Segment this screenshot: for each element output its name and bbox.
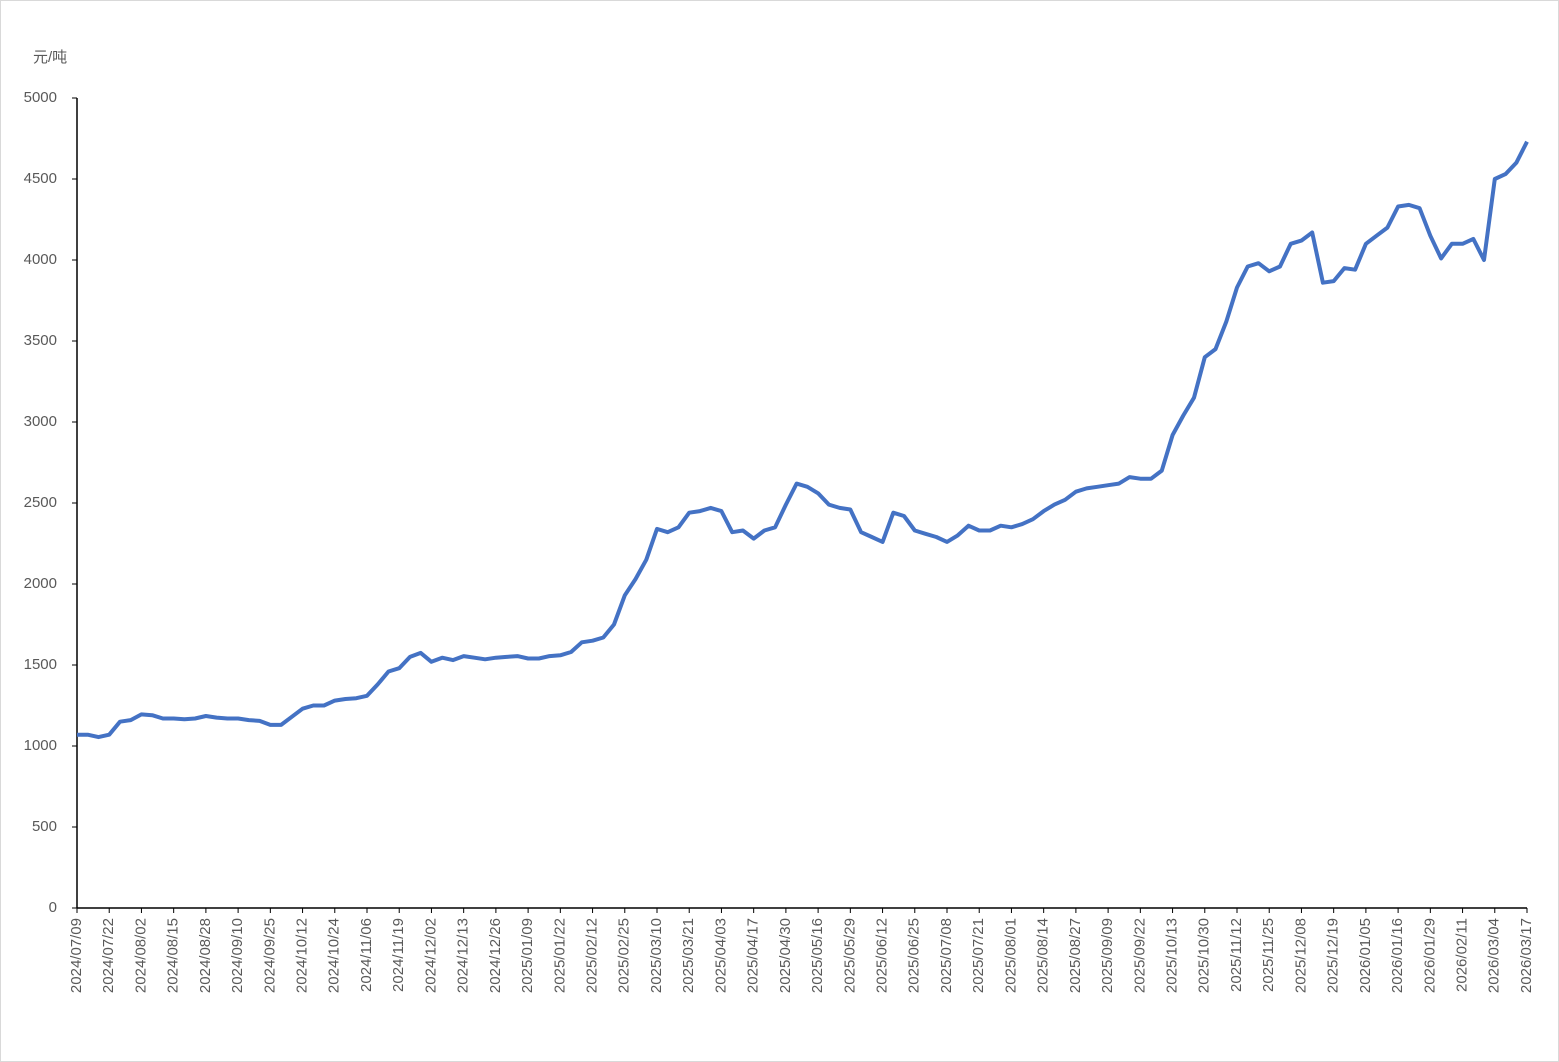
y-tick-label: 2000: [24, 575, 57, 592]
x-tick-label: 2026/01/16: [1389, 918, 1406, 993]
x-tick-label: 2025/04/17: [745, 918, 762, 993]
x-tick-label: 2025/08/27: [1067, 918, 1084, 993]
y-axis-label: 元/吨: [33, 49, 67, 66]
x-tick-label: 2024/12/26: [487, 918, 504, 993]
x-tick-label: 2025/05/29: [841, 918, 858, 993]
y-tick-label: 0: [49, 899, 57, 916]
x-tick-label: 2024/07/22: [100, 918, 117, 993]
x-tick-label: 2025/03/10: [648, 918, 665, 993]
x-tick-label: 2025/11/12: [1228, 918, 1245, 992]
x-tick-label: 2024/08/15: [165, 918, 182, 993]
x-tick-label: 2025/09/09: [1099, 918, 1116, 993]
x-tick-label: 2024/07/09: [68, 918, 85, 993]
x-tick-label: 2025/12/19: [1325, 918, 1342, 993]
x-tick-label: 2024/08/28: [197, 918, 214, 993]
x-tick-label: 2025/04/30: [777, 918, 794, 993]
y-tick-label: 1000: [24, 737, 57, 754]
x-tick-label: 2026/03/17: [1518, 918, 1535, 993]
x-tick-label: 2025/08/01: [1002, 918, 1019, 993]
x-tick-label: 2025/04/03: [712, 918, 729, 993]
y-tick-label: 3500: [24, 332, 57, 349]
x-tick-label: 2025/07/08: [938, 918, 955, 993]
line-series: [77, 140, 1529, 740]
y-tick-label: 2500: [24, 494, 57, 511]
x-tick-label: 2025/06/12: [874, 918, 891, 993]
x-tick-label: 2024/11/19: [390, 918, 407, 992]
x-tick-label: 2025/01/22: [551, 918, 568, 993]
x-tick-label: 2026/02/11: [1454, 918, 1471, 992]
x-tick-label: 2024/09/10: [229, 918, 246, 993]
x-tick-label: 2025/03/21: [680, 918, 697, 993]
y-tick-label: 1500: [24, 656, 57, 673]
x-tick-label: 2025/09/22: [1131, 918, 1148, 993]
y-tick-label: 3000: [24, 413, 57, 430]
x-tick-label: 2024/10/12: [294, 918, 311, 993]
x-tick-label: 2025/10/30: [1196, 918, 1213, 993]
x-tick-label: 2025/05/16: [809, 918, 826, 993]
x-tick-label: 2026/01/29: [1421, 918, 1438, 993]
x-tick-label: 2025/10/13: [1164, 918, 1181, 993]
x-tick-label: 2025/12/08: [1292, 918, 1309, 993]
y-tick-label: 5000: [24, 89, 57, 106]
x-tick-label: 2024/10/24: [326, 918, 343, 993]
y-tick-label: 4500: [24, 170, 57, 187]
x-tick-label: 2024/12/13: [455, 918, 472, 993]
x-tick-label: 2025/01/09: [519, 918, 536, 993]
x-tick-label: 2025/07/21: [970, 918, 987, 993]
x-tick-label: 2024/12/02: [422, 918, 439, 993]
y-tick-label: 500: [32, 818, 57, 835]
x-tick-label: 2025/02/12: [584, 918, 601, 993]
x-tick-label: 2025/02/25: [616, 918, 633, 993]
x-tick-label: 2024/09/25: [261, 918, 278, 993]
x-tick-label: 2024/11/06: [358, 918, 375, 992]
x-tick-label: 2025/08/14: [1035, 918, 1052, 993]
x-tick-label: 2026/01/05: [1357, 918, 1374, 993]
x-tick-label: 2025/06/25: [906, 918, 923, 993]
x-tick-label: 2024/08/02: [132, 918, 149, 993]
x-tick-label: 2026/03/04: [1486, 918, 1503, 993]
y-tick-label: 4000: [24, 251, 57, 268]
x-tick-label: 2025/11/25: [1260, 918, 1277, 992]
